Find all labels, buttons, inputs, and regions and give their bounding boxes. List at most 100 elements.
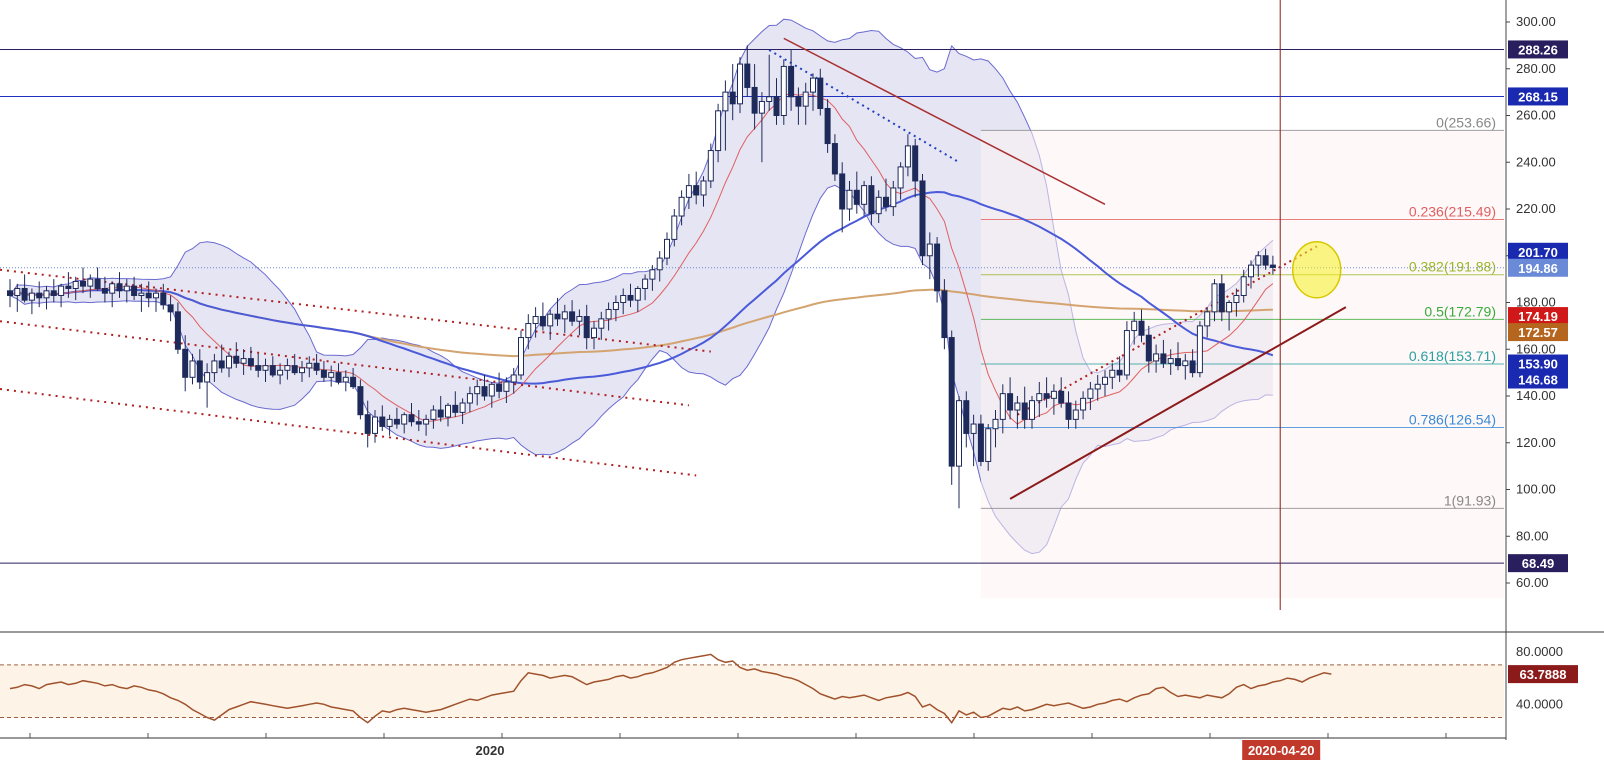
candle-body (839, 173, 846, 210)
candle-body (50, 290, 57, 296)
candle-body (350, 376, 357, 388)
candle-body (1189, 360, 1196, 374)
candle-body (7, 290, 13, 296)
candle-body (218, 360, 225, 369)
candle-body (1145, 334, 1152, 362)
candle-body (1029, 400, 1035, 420)
candle-body (87, 278, 94, 287)
candle-body (919, 180, 926, 257)
candle-body (583, 316, 590, 339)
candle-body (269, 365, 276, 376)
candle-body (824, 107, 831, 145)
candle-body (985, 428, 992, 462)
fib-label-6: 1(91.93) (1444, 492, 1496, 508)
candle-body (926, 243, 933, 257)
candle-body (1014, 402, 1021, 411)
candle-body (277, 369, 284, 376)
price-tag-box (1508, 554, 1568, 573)
candle-body (240, 358, 247, 364)
candle-body (65, 285, 72, 289)
candle-body (1131, 320, 1138, 332)
candle-body (14, 287, 21, 296)
candle-body (510, 374, 517, 383)
candle-body (233, 355, 240, 364)
candle-body (554, 313, 561, 320)
candle-body (685, 185, 692, 198)
price-tag-box (1508, 242, 1568, 261)
candle-body (174, 311, 181, 350)
rsi-line (9, 653, 1332, 725)
candle-body (656, 257, 663, 271)
candle-body (1153, 353, 1160, 362)
price-tag-box (1508, 354, 1568, 373)
candle-body (1248, 264, 1254, 278)
candle-body (1102, 376, 1108, 385)
candle-body (423, 418, 430, 425)
candle-body (591, 327, 597, 339)
price-tag-box (1508, 40, 1568, 59)
candle-body (459, 402, 466, 413)
candle-body (890, 187, 897, 208)
candle-body (605, 309, 612, 320)
candle-body (372, 416, 378, 434)
candle-body (255, 365, 262, 371)
y-tick-label: 60.00 (1516, 575, 1549, 590)
candle-body (999, 393, 1006, 420)
candle-body (1211, 283, 1218, 313)
candle-body (28, 292, 35, 301)
candle-body (547, 313, 554, 327)
candle-body (357, 386, 364, 416)
candle-body (145, 292, 152, 299)
candle-body (1182, 360, 1189, 367)
candle-body (1240, 276, 1247, 296)
y-tick-label: 300.00 (1516, 14, 1556, 29)
candle-body (700, 180, 707, 196)
candle-body (1218, 283, 1225, 313)
x-label-2020: 2020 (476, 743, 505, 758)
candle-body (138, 292, 145, 296)
candle-body (518, 337, 524, 376)
candle-body (1226, 302, 1233, 313)
candle-body (488, 383, 495, 397)
candle-body (72, 280, 79, 289)
rsi-zone (0, 664, 1504, 718)
candle-body (810, 77, 816, 93)
candle-body (306, 362, 313, 369)
candle-body (1080, 397, 1087, 411)
candle-body (1043, 393, 1050, 399)
candle-body (36, 292, 43, 299)
candle-body (532, 316, 539, 325)
candle-body (904, 145, 911, 168)
candle-body (525, 323, 532, 339)
candle-body (956, 400, 962, 467)
candle-body (131, 285, 138, 296)
candle-body (204, 372, 211, 383)
candle-body (160, 292, 167, 306)
candle-body (109, 283, 116, 294)
candle-body (758, 100, 765, 114)
price-tag-label: 201.70 (1518, 245, 1558, 260)
candle-body (715, 110, 722, 152)
candle-body (1109, 369, 1116, 378)
candle-body (1116, 369, 1123, 376)
candle-body (284, 365, 291, 371)
candle-body (1255, 255, 1262, 266)
candle-body (503, 381, 510, 392)
candle-body (415, 421, 422, 425)
candle-body (445, 404, 451, 418)
candle-body (912, 145, 919, 182)
candle-body (364, 414, 371, 434)
candle-body (1138, 320, 1145, 336)
candle-body (328, 372, 335, 378)
candle-body (861, 185, 868, 205)
candle-body (496, 383, 503, 392)
candle-body (430, 409, 437, 420)
candle-body (94, 278, 101, 289)
candle-body (247, 358, 254, 367)
candle-body (678, 196, 685, 217)
candle-body (664, 238, 670, 259)
candle-body (123, 285, 130, 292)
candle-body (43, 290, 50, 299)
